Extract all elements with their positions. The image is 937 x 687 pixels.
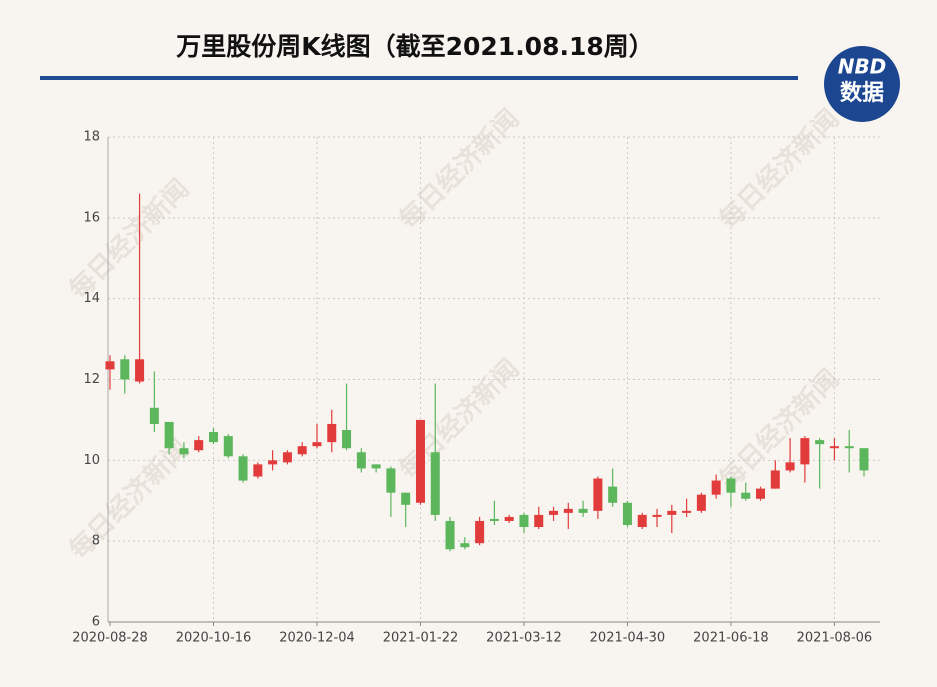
candle-body — [342, 430, 352, 449]
x-tick-label: 2020-08-28 — [72, 631, 148, 646]
candle-body — [371, 464, 381, 469]
x-tick-label: 2020-10-16 — [176, 631, 252, 646]
candle-body — [726, 478, 736, 493]
candle-body — [489, 518, 499, 521]
candle-body — [327, 423, 337, 443]
candle-body — [608, 486, 618, 503]
candle-body — [253, 464, 263, 477]
x-tick-label: 2021-03-12 — [486, 631, 562, 646]
candle-body — [756, 488, 766, 499]
candle-body — [770, 470, 780, 489]
logo-text: 数据 — [840, 80, 884, 106]
candle-body — [312, 442, 322, 447]
y-tick-label: 18 — [83, 130, 100, 145]
candle-body — [637, 514, 647, 528]
y-tick-label: 12 — [83, 372, 100, 387]
candle-body — [401, 492, 411, 505]
candle-body — [460, 543, 470, 548]
x-tick-label: 2020-12-04 — [279, 631, 355, 646]
candle-body — [519, 514, 529, 528]
candle-body — [563, 508, 573, 513]
candle-body — [135, 359, 145, 382]
candle-body — [386, 468, 396, 493]
candle-body — [652, 514, 662, 517]
candle-body — [105, 361, 115, 370]
candle-body — [149, 407, 159, 424]
candle-body — [593, 478, 603, 511]
chart-title: 万里股份周K线图（截至2021.08.18周） — [176, 32, 654, 61]
x-tick-label: 2021-06-18 — [693, 631, 769, 646]
y-tick-label: 8 — [92, 534, 100, 549]
x-tick-label: 2021-04-30 — [590, 631, 666, 646]
candle-body — [430, 452, 440, 515]
candle-body — [682, 510, 692, 513]
candle-body — [785, 462, 795, 471]
candle-body — [549, 510, 559, 515]
candle-body — [800, 438, 810, 465]
candle-body — [164, 421, 174, 449]
title-rule — [40, 76, 798, 80]
candle-body — [829, 446, 839, 449]
candle-body — [194, 440, 204, 451]
y-tick-label: 16 — [83, 210, 100, 225]
y-tick-label: 6 — [92, 615, 100, 630]
logo-text: NBD — [838, 55, 887, 79]
candle-body — [282, 452, 292, 463]
candle-body — [741, 492, 751, 499]
candle-body — [356, 452, 366, 469]
candle-body — [667, 510, 677, 515]
candle-body — [622, 502, 632, 525]
candle-body — [859, 448, 869, 471]
candle-body — [711, 480, 721, 495]
candle-body — [208, 432, 218, 443]
candle-body — [445, 520, 455, 550]
y-tick-label: 10 — [83, 453, 100, 468]
candle-body — [578, 508, 588, 513]
candle-body — [696, 494, 706, 511]
candle-body — [223, 436, 233, 457]
candle-body — [297, 446, 307, 455]
candle-body — [415, 419, 425, 503]
candle-body — [268, 460, 278, 465]
candle-body — [120, 359, 130, 380]
candle-body — [179, 448, 189, 455]
candle-body — [504, 516, 514, 521]
candle-body — [475, 520, 485, 544]
candle-body — [238, 456, 248, 481]
candle-body — [844, 446, 854, 449]
y-tick-label: 14 — [83, 291, 100, 306]
x-tick-label: 2021-01-22 — [383, 631, 459, 646]
logo-circle — [824, 46, 900, 122]
x-tick-label: 2021-08-06 — [797, 631, 873, 646]
candle-body — [534, 514, 544, 528]
candle-body — [815, 440, 825, 445]
